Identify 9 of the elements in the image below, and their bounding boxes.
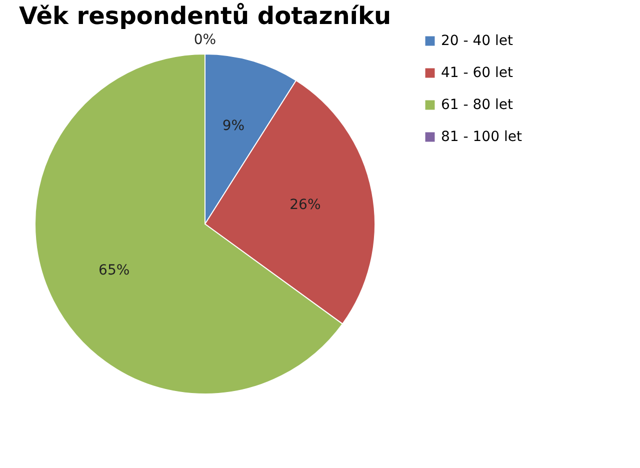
legend-label: 81 - 100 let: [441, 129, 522, 145]
chart-title: Věk respondentů dotazníku: [18, 2, 392, 30]
data-label: 65%: [98, 262, 130, 278]
data-label: 26%: [290, 196, 321, 213]
legend-label: 61 - 80 let: [441, 97, 514, 113]
text: 0%: [194, 32, 216, 48]
data-label: 9%: [222, 118, 245, 134]
legend-label: 20 - 40 let: [441, 33, 514, 49]
legend-label: 41 - 60 let: [441, 65, 514, 81]
